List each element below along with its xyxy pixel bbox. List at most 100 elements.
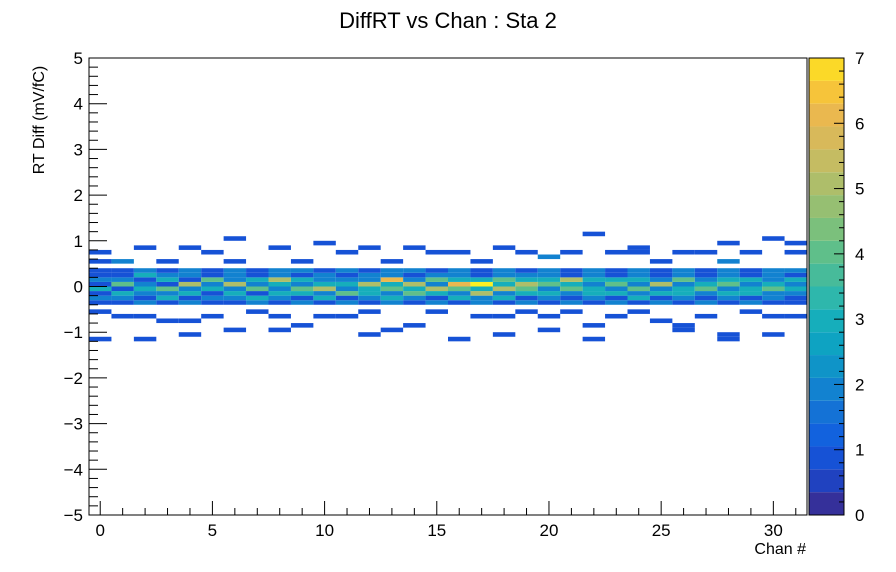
- heatmap-cell: [403, 277, 426, 282]
- heatmap-cell: [672, 300, 695, 305]
- heatmap-cell: [560, 281, 583, 287]
- heatmap-cell: [335, 277, 359, 282]
- heatmap-cell: [605, 295, 628, 301]
- colorbar-tick-label: 3: [855, 310, 864, 329]
- heatmap-cell: [470, 300, 493, 305]
- heatmap-cell: [470, 313, 493, 319]
- heatmap-cell: [694, 291, 718, 296]
- heatmap-cell: [448, 300, 471, 305]
- heatmap-cell: [223, 236, 247, 241]
- colorbar-swatch: [809, 377, 844, 401]
- heatmap-cell: [582, 286, 606, 292]
- heatmap-cell: [290, 281, 314, 287]
- heatmap-cell: [223, 277, 247, 282]
- colorbar-swatch: [809, 286, 844, 310]
- heatmap-cell: [649, 286, 673, 292]
- heatmap-cell: [739, 281, 763, 287]
- heatmap-cell: [89, 336, 112, 342]
- heatmap-cell: [178, 268, 202, 273]
- heatmap-cell: [762, 268, 785, 273]
- heatmap-cell: [470, 268, 493, 273]
- heatmap-cell: [560, 277, 583, 282]
- x-axis-title: Chan #: [754, 541, 806, 558]
- heatmap-cell: [313, 272, 336, 278]
- heatmap-cell: [246, 268, 269, 273]
- heatmap-cell: [268, 300, 291, 305]
- heatmap-cell: [178, 277, 202, 282]
- heatmap-cell: [784, 281, 807, 287]
- heatmap-cell: [268, 281, 291, 287]
- heatmap-cell: [425, 277, 448, 282]
- heatmap-cell: [784, 300, 807, 305]
- heatmap-cell: [89, 259, 112, 264]
- heatmap-cell: [335, 300, 359, 305]
- heatmap-cell: [784, 272, 807, 278]
- heatmap-cell: [156, 281, 179, 287]
- heatmap-cell: [268, 245, 291, 250]
- heatmap-cell: [358, 309, 381, 314]
- heatmap-cell: [448, 268, 471, 273]
- heatmap-cell: [739, 309, 763, 314]
- heatmap-cell: [178, 245, 202, 250]
- y-tick-label: −1: [64, 323, 83, 342]
- heatmap-cell: [537, 268, 561, 273]
- heatmap-cell: [560, 300, 583, 305]
- heatmap-cell: [246, 291, 269, 296]
- heatmap-cell: [492, 291, 516, 296]
- heatmap-cell: [717, 281, 740, 287]
- heatmap-cell: [380, 277, 404, 282]
- heatmap-cell: [268, 327, 291, 333]
- colorbar-swatch: [809, 332, 844, 356]
- heatmap-cell: [290, 291, 314, 296]
- heatmap-cell: [717, 259, 740, 264]
- heatmap-cell: [313, 295, 336, 301]
- heatmap-cell: [403, 286, 426, 292]
- heatmap-cell: [627, 295, 650, 301]
- heatmap-cell: [89, 281, 112, 287]
- heatmap-cell: [133, 245, 157, 250]
- heatmap-cell: [582, 231, 606, 237]
- heatmap-cell: [448, 291, 471, 296]
- heatmap-cell: [605, 286, 628, 292]
- heatmap-cell: [582, 323, 606, 328]
- heatmap-cell: [201, 286, 224, 292]
- heatmap-cell: [403, 300, 426, 305]
- heatmap-cell: [717, 272, 740, 278]
- x-tick-label: 0: [95, 521, 104, 540]
- heatmap-cell: [201, 268, 224, 273]
- heatmap-cell: [605, 291, 628, 296]
- heatmap-cell: [784, 291, 807, 296]
- heatmap-cell: [335, 286, 359, 292]
- colorbar-swatch: [809, 355, 844, 378]
- x-tick-label: 10: [315, 521, 334, 540]
- heatmap-cell: [335, 249, 359, 255]
- heatmap-cell: [739, 268, 763, 273]
- heatmap-cell: [582, 281, 606, 287]
- heatmap-cell: [784, 313, 807, 319]
- heatmap-cell: [582, 268, 606, 273]
- heatmap-cell: [649, 318, 673, 324]
- colorbar-swatch: [809, 149, 844, 173]
- heatmap-cell: [380, 286, 404, 292]
- colorbar-swatch: [809, 172, 844, 196]
- heatmap-cell: [335, 313, 359, 319]
- heatmap-cell: [223, 272, 247, 278]
- heatmap-cell: [762, 236, 785, 241]
- heatmap-cell: [560, 291, 583, 296]
- y-tick-label: 4: [74, 95, 83, 114]
- heatmap-cell: [246, 277, 269, 282]
- heatmap-cell: [762, 295, 785, 301]
- colorbar-swatch: [809, 80, 844, 104]
- heatmap-cell: [403, 291, 426, 296]
- heatmap-cell: [425, 268, 448, 273]
- heatmap-cell: [89, 268, 112, 273]
- heatmap-cell: [223, 295, 247, 301]
- heatmap-cell: [380, 295, 404, 301]
- heatmap-cell: [156, 318, 179, 324]
- heatmap-cell: [784, 249, 807, 255]
- heatmap-cell: [201, 281, 224, 287]
- heatmap-cell: [672, 249, 695, 255]
- heatmap-cell: [448, 272, 471, 278]
- heatmap-cell: [358, 291, 381, 296]
- heatmap-cell: [425, 309, 448, 314]
